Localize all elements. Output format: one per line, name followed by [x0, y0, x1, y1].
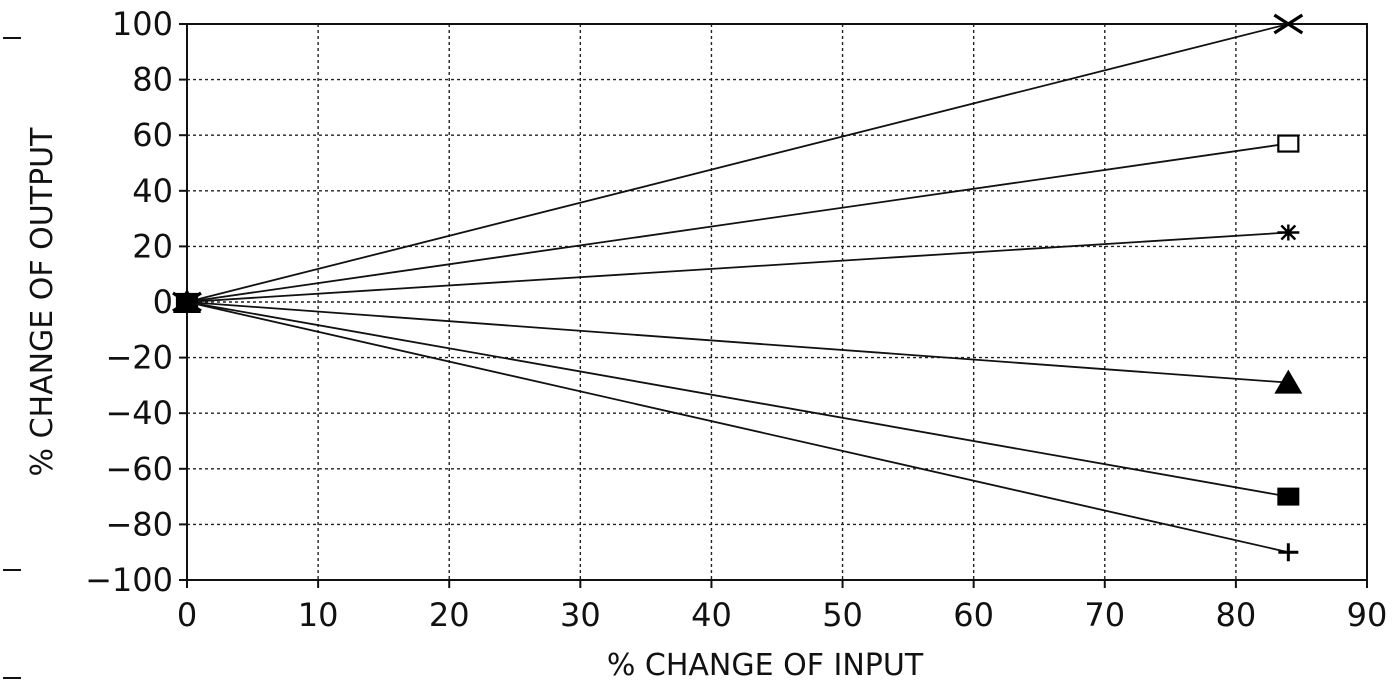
marker-asterisk: [1277, 224, 1300, 241]
x-tick-label: 0: [177, 596, 197, 634]
marker-plus: [177, 293, 197, 311]
y-tick-label: −60: [105, 450, 173, 488]
y-tick-label: −40: [105, 394, 173, 432]
series-open-square: [175, 134, 1300, 312]
y-tick-label: −80: [105, 505, 173, 543]
x-tick-label: 80: [1216, 596, 1257, 634]
y-tick-label: −100: [85, 561, 173, 599]
x-tick-label: 30: [560, 596, 601, 634]
x-tick-label: 20: [429, 596, 470, 634]
y-tick-label: 0: [153, 283, 173, 321]
series-line: [186, 301, 1289, 554]
x-axis-ticks: 0 10 20 30 40 50 60 70 80 90: [177, 580, 1388, 634]
series-filled-triangle: [173, 289, 1303, 394]
marker-open-square: [1277, 134, 1300, 153]
x-tick-label: 90: [1347, 596, 1388, 634]
series-line: [186, 301, 1289, 384]
marker-plus: [1278, 543, 1299, 562]
y-axis-title: % CHANGE OF OUTPUT: [25, 127, 60, 477]
x-tick-label: 70: [1084, 596, 1125, 634]
series-filled-square: [176, 293, 1300, 506]
series-line: [186, 301, 1289, 498]
y-tick-label: 80: [132, 61, 173, 99]
series-group: [172, 13, 1304, 562]
marker-x: [1273, 13, 1304, 35]
y-tick-label: 20: [132, 227, 173, 265]
x-tick-label: 40: [691, 596, 732, 634]
y-axis-ticks: 100 80 60 40 20 0 −20 −40 −60 −80 −100: [85, 5, 187, 599]
x-axis-title: % CHANGE OF INPUT: [607, 648, 924, 683]
margin-marks: [3, 37, 21, 679]
x-tick-label: 60: [953, 596, 994, 634]
x-tick-label: 50: [822, 596, 863, 634]
series-asterisk: [176, 224, 1300, 310]
y-tick-label: 40: [132, 172, 173, 210]
series-plus: [177, 293, 1299, 562]
marker-filled-triangle: [1274, 369, 1303, 394]
y-tick-label: 60: [132, 116, 173, 154]
series-line: [186, 23, 1289, 303]
y-tick-label: 100: [112, 5, 173, 43]
series-line: [186, 231, 1289, 303]
y-tick-label: −20: [105, 339, 173, 377]
grid: [187, 24, 1367, 580]
marker-filled-square: [1277, 487, 1300, 506]
series-line: [186, 142, 1289, 303]
x-tick-label: 10: [298, 596, 339, 634]
